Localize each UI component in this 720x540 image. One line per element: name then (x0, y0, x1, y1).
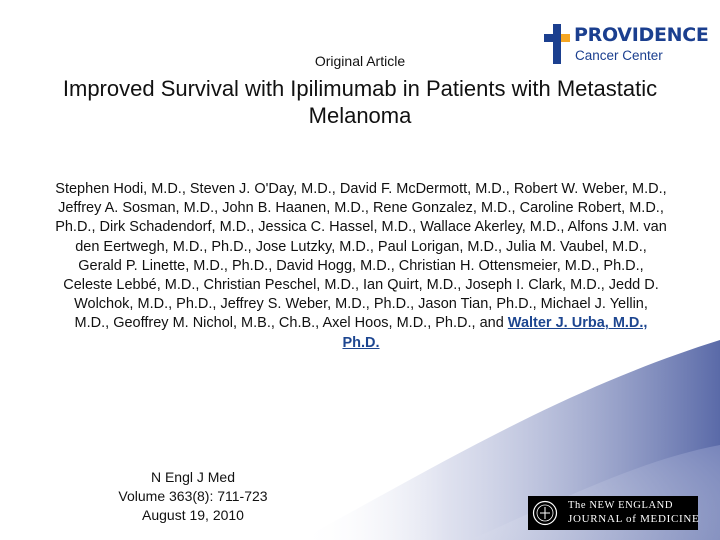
article-title: Improved Survival with Ipilimumab in Pat… (62, 76, 658, 128)
volume-pages: Volume 363(8): 711-723 (118, 488, 268, 504)
nejm-line2: JOURNAL of MEDICINE (568, 513, 700, 525)
providence-cross-icon (544, 24, 570, 64)
nejm-seal-icon (532, 500, 558, 526)
journal-abbrev: N Engl J Med (150, 469, 236, 485)
corresponding-author-link[interactable]: Walter J. Urba, M.D., Ph.D. (342, 315, 648, 351)
logo-subtitle: Cancer Center (575, 48, 663, 63)
logo-name: PROVIDENCE (574, 24, 709, 46)
citation: N Engl J Med Volume 363(8): 711-723 Augu… (93, 468, 293, 525)
nejm-logo: The NEW ENGLAND JOURNAL of MEDICINE (528, 496, 700, 530)
providence-logo: PROVIDENCE Cancer Center (544, 22, 709, 68)
author-names: Stephen Hodi, M.D., Steven J. O'Day, M.D… (55, 181, 667, 332)
publication-date: August 19, 2010 (142, 507, 244, 523)
article-type: Original Article (314, 53, 406, 69)
author-list: Stephen Hodi, M.D., Steven J. O'Day, M.D… (55, 180, 667, 353)
nejm-line1: The NEW ENGLAND (568, 500, 674, 511)
